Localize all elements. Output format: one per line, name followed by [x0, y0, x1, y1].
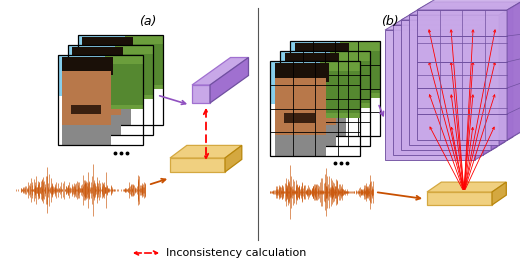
Polygon shape: [170, 146, 242, 158]
Polygon shape: [82, 37, 133, 55]
Text: (b): (b): [381, 15, 399, 28]
Polygon shape: [210, 57, 249, 103]
Polygon shape: [475, 17, 497, 160]
Polygon shape: [491, 7, 513, 150]
Polygon shape: [385, 30, 475, 160]
Polygon shape: [284, 125, 336, 146]
Polygon shape: [275, 63, 329, 82]
Polygon shape: [290, 41, 380, 84]
Polygon shape: [72, 115, 121, 135]
Polygon shape: [82, 105, 131, 125]
Polygon shape: [492, 182, 506, 205]
Polygon shape: [81, 94, 111, 103]
Polygon shape: [409, 15, 499, 145]
Polygon shape: [294, 115, 346, 136]
Polygon shape: [294, 43, 348, 62]
Polygon shape: [393, 25, 483, 155]
Polygon shape: [280, 51, 370, 94]
Polygon shape: [340, 41, 380, 98]
Polygon shape: [62, 57, 113, 75]
Polygon shape: [319, 61, 360, 118]
Polygon shape: [72, 47, 123, 65]
Polygon shape: [409, 2, 520, 15]
Polygon shape: [58, 55, 143, 95]
Polygon shape: [129, 44, 163, 85]
Polygon shape: [192, 85, 210, 103]
Polygon shape: [115, 45, 153, 99]
Polygon shape: [401, 20, 491, 150]
Polygon shape: [324, 70, 360, 113]
Polygon shape: [507, 0, 520, 140]
Polygon shape: [82, 51, 131, 116]
Polygon shape: [401, 7, 513, 20]
Polygon shape: [125, 35, 163, 89]
Polygon shape: [417, 0, 520, 10]
Polygon shape: [270, 61, 360, 104]
Polygon shape: [68, 45, 153, 85]
Polygon shape: [393, 12, 505, 25]
Polygon shape: [71, 105, 100, 114]
Polygon shape: [330, 51, 370, 108]
Polygon shape: [293, 103, 325, 113]
Polygon shape: [499, 2, 520, 145]
Polygon shape: [344, 51, 380, 93]
Polygon shape: [170, 158, 225, 172]
Polygon shape: [119, 54, 153, 94]
Text: (a): (a): [139, 15, 157, 28]
Polygon shape: [385, 17, 497, 30]
Polygon shape: [417, 10, 507, 140]
Polygon shape: [427, 182, 506, 192]
Polygon shape: [109, 64, 143, 105]
Polygon shape: [105, 55, 143, 109]
Polygon shape: [334, 60, 370, 103]
Polygon shape: [275, 135, 326, 156]
Polygon shape: [91, 85, 121, 94]
Polygon shape: [275, 78, 326, 147]
Polygon shape: [192, 57, 249, 85]
Polygon shape: [62, 71, 111, 136]
Polygon shape: [304, 93, 335, 103]
Polygon shape: [284, 53, 339, 72]
Polygon shape: [284, 68, 336, 136]
Polygon shape: [225, 146, 242, 172]
Polygon shape: [283, 113, 315, 123]
Text: Inconsistency calculation: Inconsistency calculation: [166, 248, 306, 258]
Polygon shape: [62, 125, 111, 145]
Polygon shape: [72, 61, 121, 126]
Polygon shape: [78, 35, 163, 76]
Polygon shape: [427, 192, 492, 205]
Polygon shape: [294, 58, 346, 127]
Polygon shape: [483, 12, 505, 155]
